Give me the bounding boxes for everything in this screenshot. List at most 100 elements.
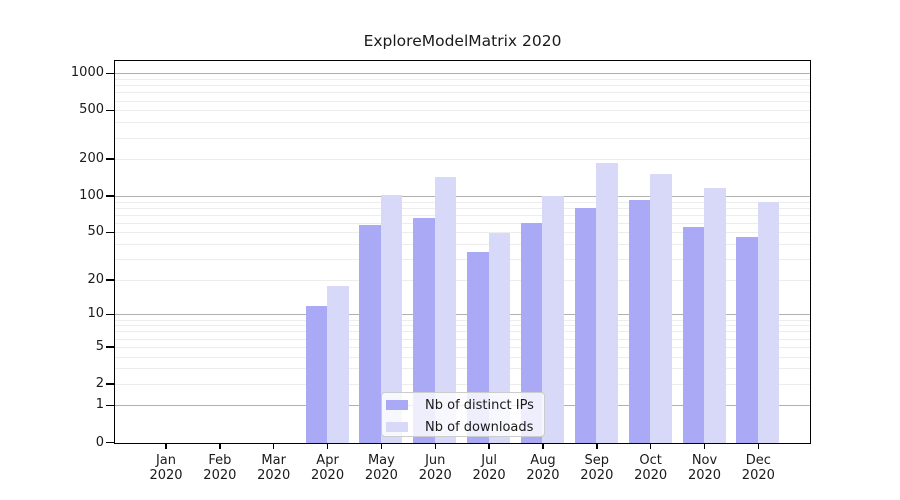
y-tick-mark	[106, 279, 114, 281]
x-tick-year: 2020	[687, 468, 722, 483]
bar-downloads-jun	[434, 177, 457, 443]
x-tick-mark	[434, 444, 436, 449]
legend-entry-downloads: Nb of downloads	[386, 416, 544, 438]
minor-gridline	[115, 338, 810, 340]
legend-label-downloads: Nb of downloads	[425, 419, 534, 435]
x-tick-year: 2020	[634, 468, 668, 483]
y-tick-label: 10	[87, 306, 104, 322]
x-tick-year: 2020	[526, 468, 560, 483]
x-tick-label-jun: Jun 2020	[403, 453, 467, 483]
x-tick-mark	[757, 444, 760, 449]
x-tick-month: Jul	[481, 453, 497, 468]
bar-downloads-apr	[327, 285, 349, 443]
minor-gridline	[115, 232, 810, 234]
y-tick-mark	[106, 404, 114, 407]
x-tick-mark	[326, 444, 329, 449]
x-tick-label-oct: Oct 2020	[619, 453, 683, 483]
x-tick-month: Nov	[691, 453, 718, 468]
chart-title: ExploreModelMatrix 2020	[363, 32, 562, 50]
x-tick-mark	[488, 444, 490, 449]
bar-ips-apr	[305, 305, 328, 443]
x-tick-month: Aug	[530, 453, 556, 468]
legend: Nb of distinct IPs Nb of downloads	[381, 392, 545, 437]
y-tick-mark	[106, 158, 114, 160]
x-tick-mark	[165, 444, 167, 449]
x-tick-year: 2020	[364, 468, 398, 483]
x-tick-mark	[542, 444, 544, 449]
y-tick-label: 5	[95, 338, 104, 354]
y-tick-mark	[106, 109, 114, 112]
minor-gridline	[115, 346, 810, 348]
x-tick-year: 2020	[257, 468, 291, 483]
x-tick-month: Jan	[155, 453, 177, 468]
y-tick-mark	[106, 346, 114, 348]
y-tick-mark	[106, 313, 114, 316]
x-tick-label-jan: Jan 2020	[134, 453, 198, 483]
y-tick-label: 20	[87, 271, 104, 287]
minor-gridline	[115, 383, 810, 385]
y-tick-mark	[106, 72, 114, 75]
plot-area	[114, 60, 811, 444]
x-tick-mark	[649, 444, 652, 449]
bar-ips-may	[359, 225, 381, 443]
minor-gridline	[115, 122, 810, 124]
x-tick-month: Apr	[316, 453, 339, 468]
minor-gridline	[115, 137, 810, 139]
x-tick-label-apr: Apr 2020	[296, 453, 360, 483]
bar-downloads-nov	[704, 187, 726, 443]
y-tick-mark	[106, 383, 114, 385]
y-tick-label: 100	[79, 187, 104, 203]
bar-downloads-dec	[757, 202, 780, 443]
bar-ips-sep	[574, 208, 597, 443]
bar-downloads-aug	[542, 195, 564, 443]
major-gridline	[115, 314, 810, 316]
minor-gridline	[115, 222, 810, 224]
bar-downloads-may	[380, 194, 403, 443]
x-tick-month: Sep	[584, 453, 610, 468]
x-tick-label-sep: Sep 2020	[565, 453, 629, 483]
x-tick-label-jul: Jul 2020	[457, 453, 521, 483]
minor-gridline	[115, 244, 810, 246]
y-tick-label: 50	[87, 224, 104, 240]
y-tick-label: 2	[95, 375, 104, 391]
x-tick-mark	[380, 444, 383, 449]
legend-swatch-downloads	[386, 421, 408, 433]
bar-downloads-sep	[596, 162, 618, 443]
minor-gridline	[115, 319, 810, 321]
x-tick-label-dec: Dec 2020	[726, 453, 790, 483]
y-tick-mark	[106, 441, 114, 444]
minor-gridline	[115, 325, 810, 327]
bar-downloads-jul	[488, 232, 511, 443]
y-tick-label: 0	[95, 434, 104, 450]
bar-ips-nov	[682, 227, 704, 443]
y-tick-label: 500	[79, 102, 104, 118]
minor-gridline	[115, 110, 810, 112]
x-tick-mark	[596, 444, 598, 449]
y-tick-label: 1	[95, 397, 104, 413]
bar-downloads-oct	[650, 174, 672, 443]
x-tick-year: 2020	[580, 468, 614, 483]
x-tick-mark	[272, 444, 275, 449]
x-tick-label-mar: Mar 2020	[242, 453, 306, 483]
minor-gridline	[115, 356, 810, 358]
x-tick-month: Oct	[639, 453, 662, 468]
major-gridline	[115, 73, 810, 75]
minor-gridline	[115, 159, 810, 161]
x-tick-year: 2020	[203, 468, 237, 483]
x-tick-mark	[219, 444, 221, 449]
y-tick-label: 1000	[70, 65, 104, 81]
minor-gridline	[115, 259, 810, 261]
x-tick-year: 2020	[418, 468, 452, 483]
x-tick-year: 2020	[472, 468, 506, 483]
x-tick-label-aug: Aug 2020	[511, 453, 575, 483]
x-tick-label-may: May 2020	[349, 453, 413, 483]
minor-gridline	[115, 85, 810, 87]
minor-gridline	[115, 79, 810, 81]
minor-gridline	[115, 279, 810, 281]
x-tick-year: 2020	[311, 468, 345, 483]
x-tick-year: 2020	[149, 468, 183, 483]
x-tick-month: Jun	[425, 453, 446, 468]
bar-ips-jun	[413, 218, 435, 443]
y-tick-label: 200	[79, 151, 104, 167]
bar-ips-oct	[628, 199, 651, 443]
